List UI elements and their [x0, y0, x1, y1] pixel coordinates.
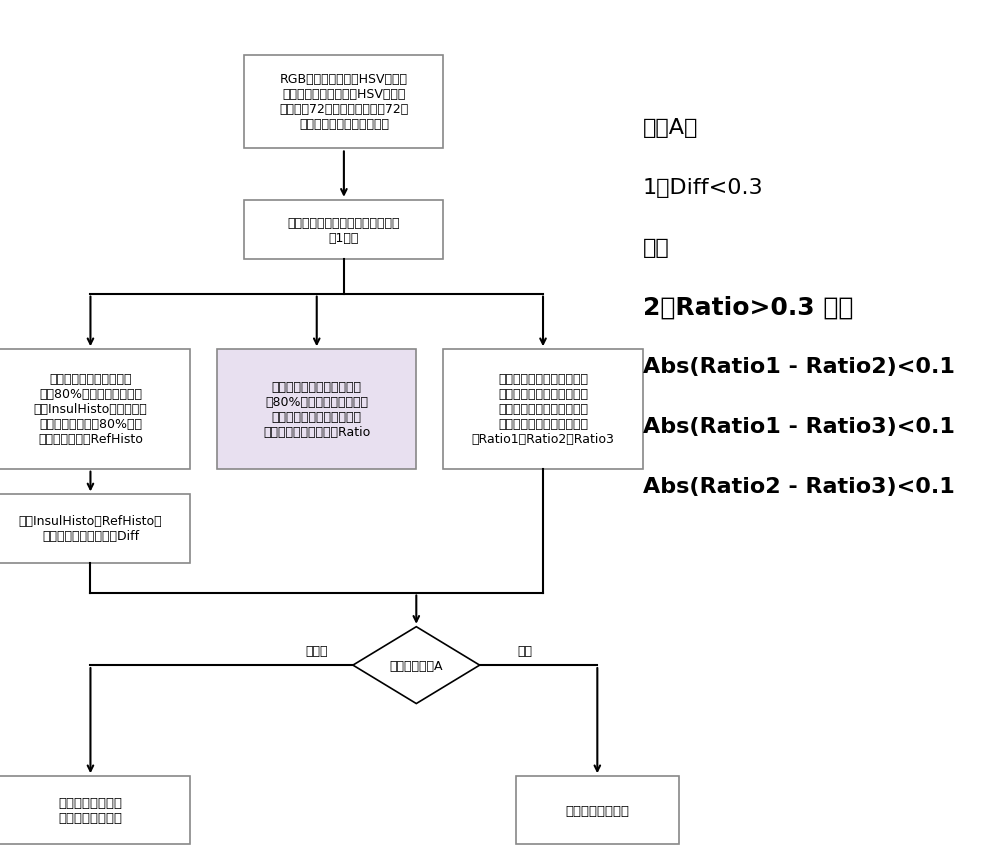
Text: 不符合: 不符合	[305, 644, 328, 657]
FancyBboxPatch shape	[217, 350, 416, 469]
Text: 条件A：: 条件A：	[643, 118, 698, 138]
Text: 根据绝缘子区域构建参考区域，如
图1所示: 根据绝缘子区域构建参考区域，如 图1所示	[288, 217, 400, 244]
FancyBboxPatch shape	[516, 776, 679, 844]
Text: 绝缘子为误识别，
删除该绝缘子区域: 绝缘子为误识别， 删除该绝缘子区域	[58, 797, 122, 824]
Text: 比较InsulHisto与RefHisto两
个直方图之间的偏差值Diff: 比较InsulHisto与RefHisto两 个直方图之间的偏差值Diff	[19, 515, 162, 543]
Text: 是否满足条件A: 是否满足条件A	[390, 659, 443, 672]
Polygon shape	[353, 627, 480, 704]
Text: 1）Diff<0.3: 1）Diff<0.3	[643, 177, 763, 198]
Text: Abs(Ratio2 - Ratio3)<0.1: Abs(Ratio2 - Ratio3)<0.1	[643, 476, 954, 496]
Text: 将绝缘子区域在垂直轴方向
上均匀划分为三段，分别统
计符合绝缘子经验知识模型
的颜色分量在三段内的分布
率Ratio1、Ratio2、Ratio3: 将绝缘子区域在垂直轴方向 上均匀划分为三段，分别统 计符合绝缘子经验知识模型 的…	[472, 373, 614, 446]
FancyBboxPatch shape	[443, 350, 643, 469]
Text: RGB颜色空间转换为HSV颜色空
间，通过非均匀量化将HSV颜色空
间量化成72级量化区间。根据72级
量化级别将图像进行量化。: RGB颜色空间转换为HSV颜色空 间，通过非均匀量化将HSV颜色空 间量化成72…	[279, 73, 409, 131]
Text: 统计绝缘子区域内所占比重
为80%的主颜色分量中符合
绝缘子经验知识模型的颜色
分量在其中所占的比率Ratio: 统计绝缘子区域内所占比重 为80%的主颜色分量中符合 绝缘子经验知识模型的颜色 …	[263, 380, 370, 438]
Text: 2）Ratio>0.3 并且: 2）Ratio>0.3 并且	[643, 295, 853, 319]
Text: 保留该绝缘子区域: 保留该绝缘子区域	[565, 804, 629, 817]
FancyBboxPatch shape	[0, 350, 190, 469]
Text: 符合: 符合	[517, 644, 532, 657]
Text: 或者: 或者	[643, 237, 669, 258]
FancyBboxPatch shape	[244, 200, 443, 260]
Text: Abs(Ratio1 - Ratio2)<0.1: Abs(Ratio1 - Ratio2)<0.1	[643, 357, 954, 377]
FancyBboxPatch shape	[0, 495, 190, 563]
Text: Abs(Ratio1 - Ratio3)<0.1: Abs(Ratio1 - Ratio3)<0.1	[643, 416, 954, 437]
FancyBboxPatch shape	[0, 776, 190, 844]
FancyBboxPatch shape	[244, 55, 443, 149]
Text: 统计绝缘子区域内所占比
重为80%的主颜色分量的直
方图InsulHisto，统计参考
区域内所占比重为80%的主
颜色分量直方图RefHisto: 统计绝缘子区域内所占比 重为80%的主颜色分量的直 方图InsulHisto，统…	[34, 373, 147, 446]
